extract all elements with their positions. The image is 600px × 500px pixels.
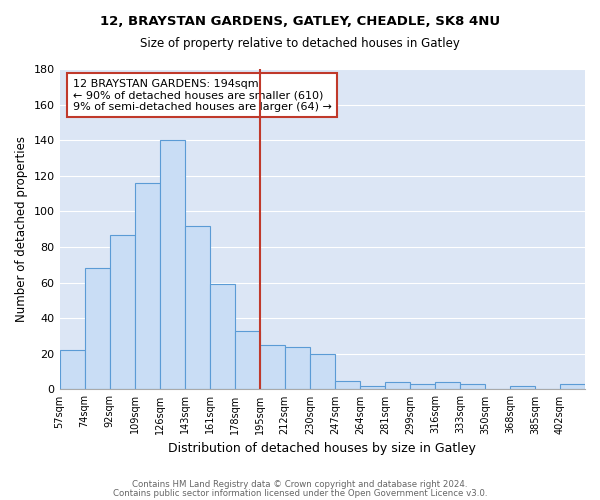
Text: Contains HM Land Registry data © Crown copyright and database right 2024.: Contains HM Land Registry data © Crown c…	[132, 480, 468, 489]
Bar	[510, 386, 535, 390]
Bar	[560, 384, 585, 390]
Bar	[134, 183, 160, 390]
Bar	[360, 386, 385, 390]
Text: Size of property relative to detached houses in Gatley: Size of property relative to detached ho…	[140, 38, 460, 51]
Bar	[59, 350, 85, 390]
Bar	[435, 382, 460, 390]
Bar	[160, 140, 185, 390]
Bar	[260, 345, 285, 390]
Bar	[110, 234, 134, 390]
Text: 12, BRAYSTAN GARDENS, GATLEY, CHEADLE, SK8 4NU: 12, BRAYSTAN GARDENS, GATLEY, CHEADLE, S…	[100, 15, 500, 28]
Bar	[209, 284, 235, 390]
Bar	[335, 380, 360, 390]
Bar	[85, 268, 110, 390]
Bar	[185, 226, 209, 390]
Bar	[235, 330, 260, 390]
Text: 12 BRAYSTAN GARDENS: 194sqm
← 90% of detached houses are smaller (610)
9% of sem: 12 BRAYSTAN GARDENS: 194sqm ← 90% of det…	[73, 78, 332, 112]
Bar	[385, 382, 410, 390]
Y-axis label: Number of detached properties: Number of detached properties	[15, 136, 28, 322]
Bar	[410, 384, 435, 390]
Text: Contains public sector information licensed under the Open Government Licence v3: Contains public sector information licen…	[113, 488, 487, 498]
Bar	[285, 346, 310, 390]
X-axis label: Distribution of detached houses by size in Gatley: Distribution of detached houses by size …	[169, 442, 476, 455]
Bar	[310, 354, 335, 390]
Bar	[460, 384, 485, 390]
